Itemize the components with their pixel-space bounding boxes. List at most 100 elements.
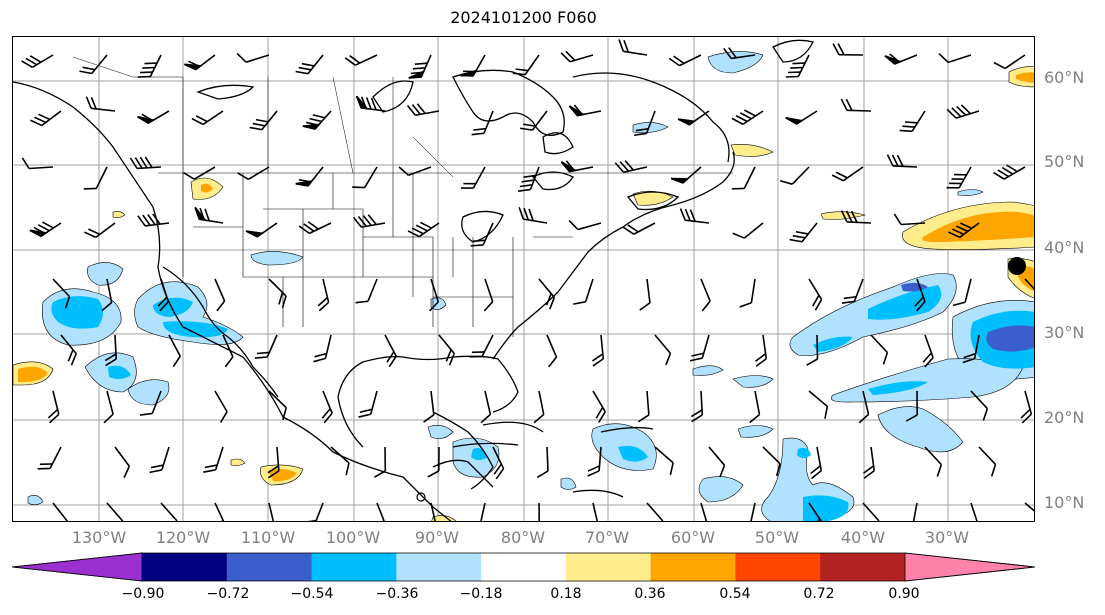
lat-label-30n: 30°N	[1044, 323, 1085, 342]
wind-barb	[841, 278, 864, 304]
wind-barb	[298, 221, 332, 235]
wind-barb	[738, 502, 756, 521]
colorbar-extend-max	[904, 552, 1035, 582]
wind-barb	[254, 334, 278, 359]
wind-barb	[30, 110, 62, 127]
colorbar-tick: −0.36	[375, 586, 419, 602]
wind-barb	[808, 278, 823, 311]
wind-barb	[303, 502, 324, 521]
wind-barb	[938, 53, 972, 64]
wind-barb	[139, 390, 162, 416]
wind-barb	[858, 390, 870, 424]
wind-barb	[249, 110, 278, 131]
wind-barb	[654, 446, 674, 476]
colorbar-tick: −0.90	[121, 586, 165, 602]
wind-barb	[568, 104, 602, 117]
wind-barb	[870, 334, 889, 365]
wind-barb	[677, 110, 710, 126]
wind-barb	[806, 334, 819, 366]
wind-barb	[779, 166, 810, 185]
wind-barb	[479, 502, 486, 521]
lat-label-40n: 40°N	[1044, 238, 1085, 257]
colorbar-tick: 0.90	[888, 586, 920, 602]
colorbar-tick: −0.72	[206, 586, 250, 602]
small-circle-marker	[416, 492, 426, 502]
wind-barb	[375, 502, 387, 521]
wind-barb	[587, 502, 600, 521]
wind-barb	[469, 334, 494, 358]
wind-barb	[101, 278, 113, 312]
wind-barb	[355, 95, 386, 112]
wind-barb	[591, 334, 605, 367]
wind-barb	[679, 208, 710, 224]
wind-barb	[634, 110, 656, 137]
lon-label-60w: 60°W	[670, 528, 716, 547]
colorbar-segment	[396, 553, 482, 581]
lon-label-50w: 50°W	[754, 528, 800, 547]
colorbar-segment	[650, 553, 736, 581]
wind-barb	[1024, 278, 1034, 298]
wind-barb	[518, 207, 548, 224]
wind-barb	[831, 166, 864, 182]
wind-barb	[646, 502, 664, 521]
wind-barb	[471, 110, 494, 136]
wind-barb	[970, 390, 989, 421]
wind-barb	[732, 222, 764, 239]
wind-barb	[406, 103, 440, 117]
colorbar	[12, 552, 1035, 582]
colorbar-segment	[565, 553, 652, 581]
wind-barb	[1020, 390, 1033, 424]
colorbar-segment	[226, 553, 313, 581]
lon-label-100w: 100°W	[325, 528, 381, 547]
wind-barb	[83, 166, 108, 190]
wind-barb	[429, 278, 440, 312]
wind-barb	[168, 334, 181, 368]
map-panel	[12, 36, 1035, 522]
coastlines	[13, 39, 814, 521]
colorbar-segment	[142, 553, 228, 581]
wind-barb	[978, 446, 997, 477]
map-title: 2024101200 F060	[450, 8, 597, 27]
wind-barb	[670, 166, 702, 184]
wind-barb	[614, 160, 648, 174]
wind-barb	[374, 446, 387, 478]
wind-barb	[137, 54, 162, 78]
wind-barb	[358, 390, 378, 418]
wind-barb	[317, 278, 330, 312]
wind-barb	[560, 50, 594, 63]
wind-barb	[352, 166, 378, 189]
wind-barb	[52, 278, 71, 309]
wind-barb	[236, 52, 270, 63]
wind-barb	[79, 54, 108, 75]
wind-barb	[905, 390, 918, 422]
wind-barb	[690, 390, 704, 423]
wind-barb	[789, 222, 818, 243]
wind-barb	[430, 502, 438, 521]
wind-barb	[840, 210, 872, 224]
wind-barb	[654, 334, 672, 366]
wind-barb	[639, 278, 651, 311]
wind-barb	[321, 390, 333, 424]
wind-barb	[52, 502, 69, 521]
wind-barb	[129, 156, 162, 170]
lat-label-20n: 20°N	[1044, 408, 1085, 427]
province-borders	[72, 56, 454, 178]
lon-label-90w: 90°W	[414, 528, 460, 547]
lon-label-40w: 40°W	[840, 528, 886, 547]
wind-barb	[914, 278, 926, 312]
wind-barb	[222, 334, 234, 368]
wind-barb	[194, 206, 224, 224]
wind-barb	[427, 446, 440, 478]
wind-barb	[536, 446, 549, 479]
wind-barb	[762, 446, 781, 477]
wind-barb	[592, 390, 606, 423]
wind-barb	[21, 54, 54, 68]
wind-barb	[302, 110, 332, 130]
lat-label-10n: 10°N	[1044, 493, 1085, 512]
colorbar-tick: 0.36	[634, 586, 666, 602]
wind-barb	[568, 220, 602, 231]
wind-barb	[700, 502, 709, 521]
wind-barb	[160, 502, 178, 521]
wind-barb	[313, 334, 332, 363]
wind-barb	[862, 502, 880, 521]
